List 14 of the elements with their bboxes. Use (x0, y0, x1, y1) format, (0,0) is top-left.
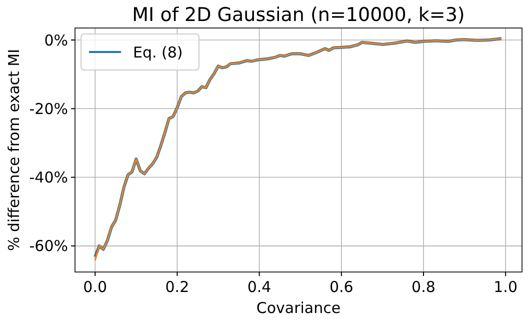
chart-title: MI of 2D Gaussian (n=10000, k=3) (132, 4, 465, 26)
x-tick-label: 1.0 (494, 278, 518, 296)
y-tick-label: 0% (44, 31, 68, 50)
y-axis-title: % difference from exact MI (5, 48, 23, 252)
x-tick-label: 0.8 (412, 278, 436, 296)
legend-label: Eq. (8) (133, 43, 183, 62)
x-tick-label: 0.0 (83, 278, 108, 296)
x-tick-label: 0.4 (247, 278, 272, 296)
x-tick-label: 0.6 (329, 278, 354, 296)
x-axis-title: Covariance (256, 299, 341, 317)
y-tick-label: -40% (29, 168, 68, 187)
y-tick-label: -60% (29, 237, 68, 256)
y-tick-label: -20% (29, 100, 68, 118)
x-tick-label: 0.2 (165, 278, 190, 296)
